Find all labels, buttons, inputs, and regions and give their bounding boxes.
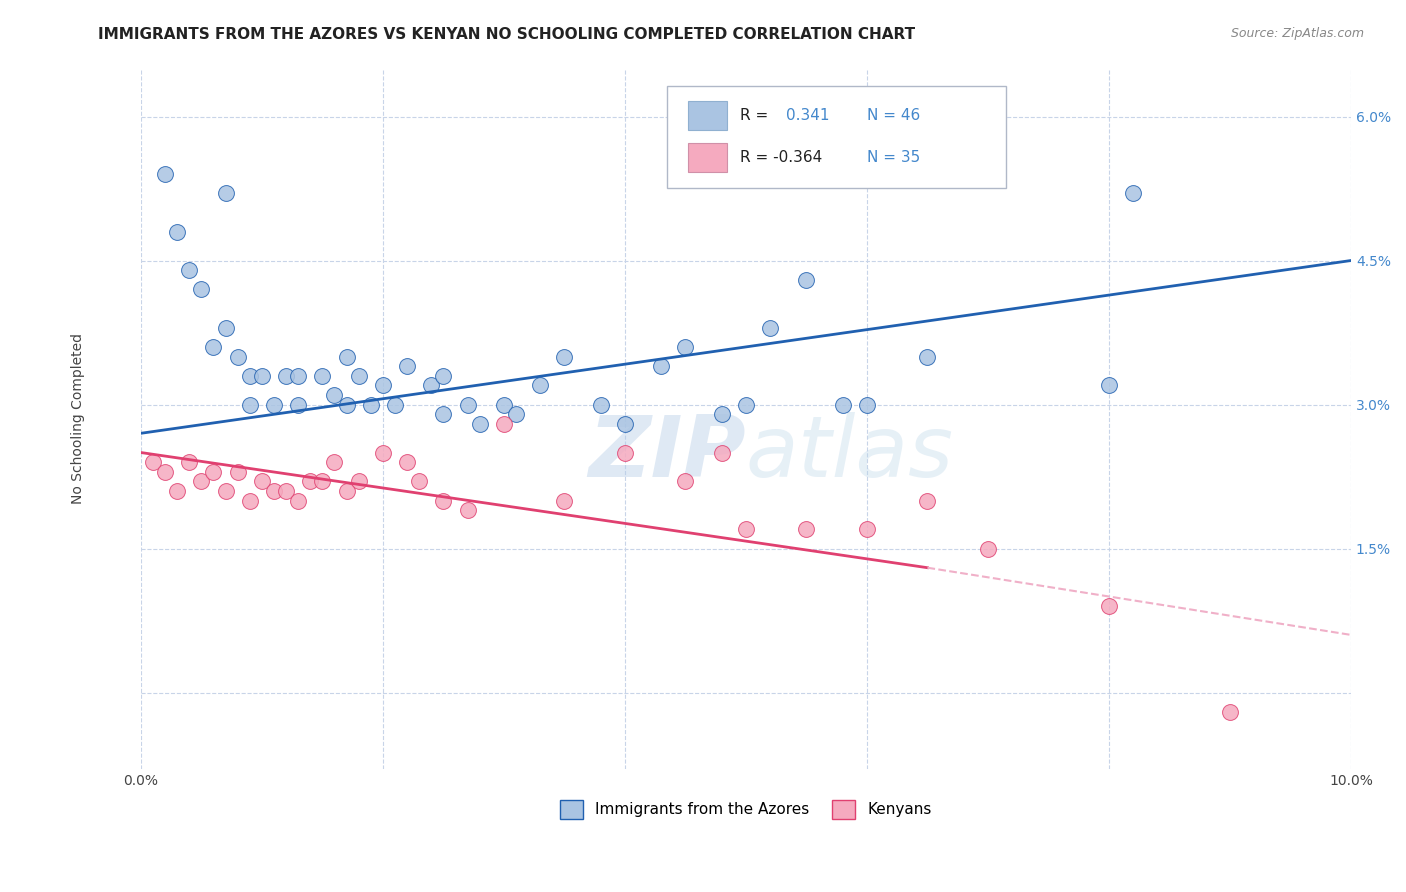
Point	[263, 397, 285, 411]
FancyBboxPatch shape	[688, 143, 727, 172]
Point	[710, 445, 733, 459]
Point	[420, 378, 443, 392]
Text: ZIP: ZIP	[588, 412, 747, 495]
Point	[613, 417, 636, 431]
Point	[917, 350, 939, 364]
Point	[299, 475, 322, 489]
Point	[735, 397, 758, 411]
Point	[226, 350, 249, 364]
Text: R =: R =	[740, 108, 773, 123]
Point	[505, 407, 527, 421]
Point	[977, 541, 1000, 556]
Point	[432, 493, 454, 508]
Text: R = -0.364: R = -0.364	[740, 150, 823, 165]
Point	[335, 483, 357, 498]
Point	[287, 493, 309, 508]
Point	[796, 273, 818, 287]
Point	[166, 225, 188, 239]
Point	[457, 397, 479, 411]
Text: Source: ZipAtlas.com: Source: ZipAtlas.com	[1230, 27, 1364, 40]
Point	[311, 368, 333, 383]
Point	[457, 503, 479, 517]
Point	[710, 407, 733, 421]
Point	[432, 407, 454, 421]
Point	[371, 378, 394, 392]
Point	[613, 445, 636, 459]
Point	[492, 417, 515, 431]
Point	[589, 397, 612, 411]
Point	[396, 455, 419, 469]
Point	[274, 483, 297, 498]
Point	[492, 397, 515, 411]
Text: IMMIGRANTS FROM THE AZORES VS KENYAN NO SCHOOLING COMPLETED CORRELATION CHART: IMMIGRANTS FROM THE AZORES VS KENYAN NO …	[98, 27, 915, 42]
Point	[214, 320, 236, 334]
Point	[673, 475, 696, 489]
Point	[287, 368, 309, 383]
FancyBboxPatch shape	[668, 86, 1007, 187]
Y-axis label: No Schooling Completed: No Schooling Completed	[72, 334, 86, 504]
Point	[214, 483, 236, 498]
Point	[347, 475, 370, 489]
Point	[759, 320, 782, 334]
Point	[529, 378, 551, 392]
Point	[553, 493, 575, 508]
Text: N = 35: N = 35	[868, 150, 920, 165]
Point	[735, 522, 758, 536]
FancyBboxPatch shape	[688, 101, 727, 130]
Point	[190, 475, 212, 489]
Point	[384, 397, 406, 411]
Point	[179, 263, 201, 277]
Point	[1219, 705, 1241, 719]
Point	[202, 340, 225, 354]
Point	[432, 368, 454, 383]
Point	[347, 368, 370, 383]
Point	[202, 465, 225, 479]
Point	[856, 397, 879, 411]
Point	[323, 388, 346, 402]
Point	[179, 455, 201, 469]
Point	[142, 455, 165, 469]
Point	[250, 475, 273, 489]
Point	[239, 493, 262, 508]
Point	[250, 368, 273, 383]
Point	[917, 493, 939, 508]
Point	[166, 483, 188, 498]
Text: 0.341: 0.341	[786, 108, 830, 123]
Point	[287, 397, 309, 411]
Point	[673, 340, 696, 354]
Point	[311, 475, 333, 489]
Point	[335, 397, 357, 411]
Text: atlas: atlas	[747, 412, 953, 495]
Point	[274, 368, 297, 383]
Point	[553, 350, 575, 364]
Point	[239, 368, 262, 383]
Point	[1098, 599, 1121, 613]
Point	[831, 397, 853, 411]
Legend: Immigrants from the Azores, Kenyans: Immigrants from the Azores, Kenyans	[554, 794, 938, 825]
Point	[323, 455, 346, 469]
Text: N = 46: N = 46	[868, 108, 920, 123]
Point	[1122, 186, 1144, 201]
Point	[856, 522, 879, 536]
Point	[214, 186, 236, 201]
Point	[335, 350, 357, 364]
Point	[396, 359, 419, 373]
Point	[408, 475, 430, 489]
Point	[360, 397, 382, 411]
Point	[468, 417, 491, 431]
Point	[190, 282, 212, 296]
Point	[153, 465, 176, 479]
Point	[650, 359, 672, 373]
Point	[239, 397, 262, 411]
Point	[371, 445, 394, 459]
Point	[1098, 378, 1121, 392]
Point	[226, 465, 249, 479]
Point	[263, 483, 285, 498]
Point	[153, 167, 176, 181]
Point	[796, 522, 818, 536]
